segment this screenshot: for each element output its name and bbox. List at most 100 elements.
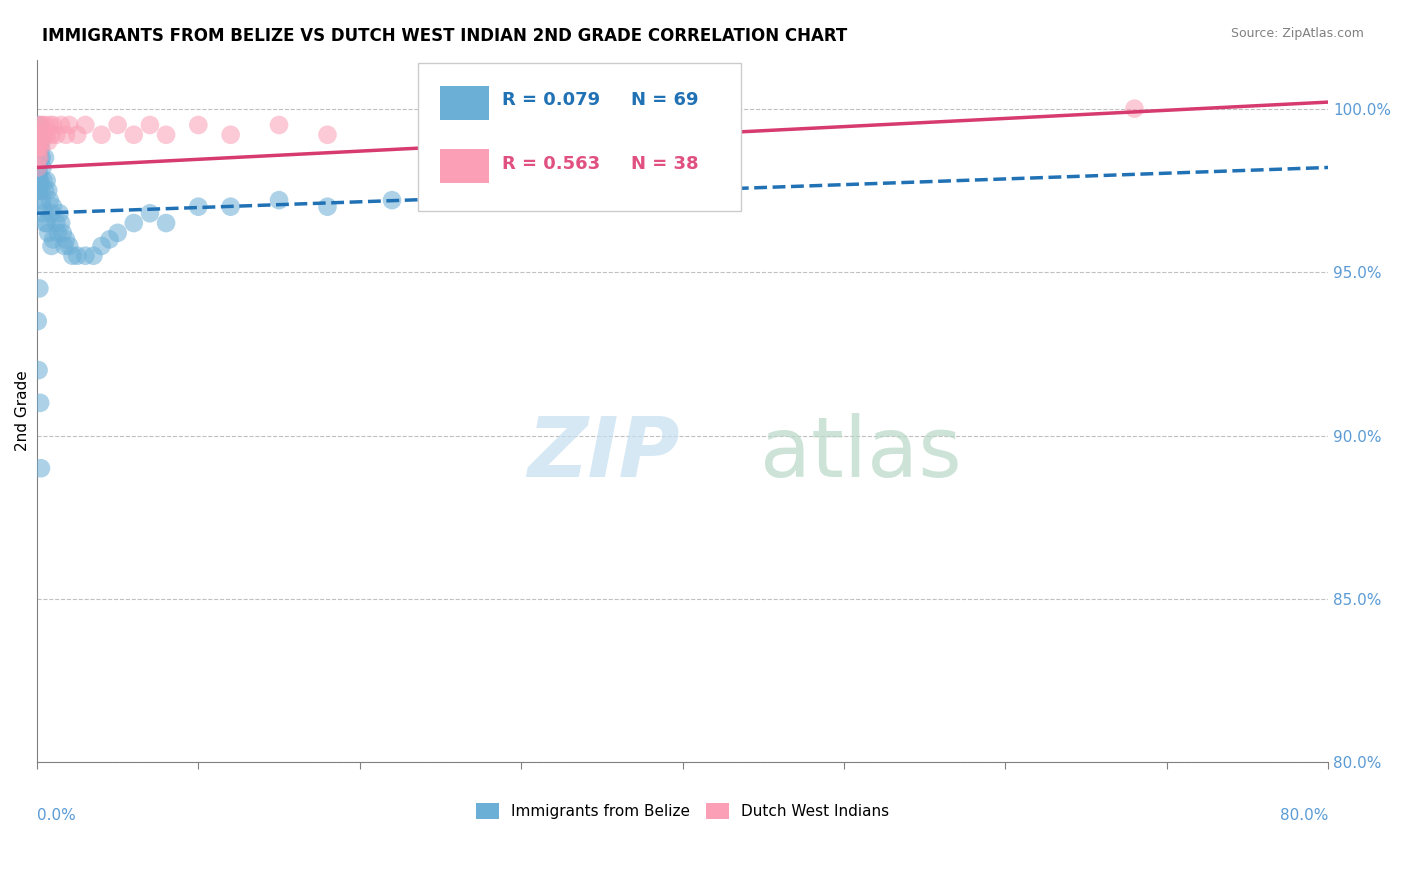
Text: Source: ZipAtlas.com: Source: ZipAtlas.com	[1230, 27, 1364, 40]
Point	[35, 173, 58, 187]
Point	[107, 226, 129, 240]
Point	[122, 128, 145, 142]
Point	[1123, 102, 1146, 116]
Point	[31, 161, 53, 175]
Point	[28, 151, 51, 165]
Point	[267, 193, 290, 207]
Point	[28, 134, 51, 148]
Point	[31, 151, 53, 165]
Point	[155, 128, 177, 142]
Point	[27, 363, 49, 377]
Point	[32, 128, 55, 142]
Point	[42, 200, 65, 214]
Text: 80.0%: 80.0%	[1279, 808, 1329, 823]
Point	[31, 200, 53, 214]
Point	[27, 167, 49, 181]
Point	[27, 161, 49, 175]
Legend: Immigrants from Belize, Dutch West Indians: Immigrants from Belize, Dutch West India…	[470, 797, 896, 825]
Point	[66, 249, 89, 263]
Point	[38, 193, 60, 207]
Point	[30, 151, 52, 165]
Point	[31, 118, 53, 132]
Point	[30, 183, 52, 197]
Point	[35, 216, 58, 230]
Point	[122, 216, 145, 230]
Point	[27, 183, 49, 197]
Point	[28, 173, 51, 187]
Point	[30, 461, 52, 475]
Point	[52, 226, 75, 240]
Point	[90, 128, 112, 142]
Point	[219, 128, 242, 142]
Point	[37, 226, 59, 240]
Point	[41, 206, 63, 220]
Point	[27, 128, 49, 142]
Point	[27, 141, 49, 155]
Point	[155, 216, 177, 230]
Point	[30, 118, 52, 132]
Point	[316, 200, 339, 214]
Point	[30, 173, 52, 187]
Point	[27, 314, 49, 328]
Point	[28, 128, 51, 142]
Point	[53, 239, 76, 253]
Point	[27, 134, 49, 148]
Text: N = 69: N = 69	[631, 91, 699, 110]
Point	[27, 167, 49, 181]
Point	[31, 134, 53, 148]
Point	[429, 118, 451, 132]
Point	[37, 134, 59, 148]
Point	[219, 200, 242, 214]
Point	[27, 173, 49, 187]
Text: R = 0.563: R = 0.563	[502, 154, 600, 173]
Point	[32, 206, 55, 220]
Point	[41, 239, 63, 253]
Point	[27, 141, 49, 155]
Point	[381, 193, 404, 207]
Point	[82, 249, 104, 263]
Point	[32, 173, 55, 187]
Point	[187, 200, 209, 214]
Point	[27, 161, 49, 175]
Point	[27, 151, 49, 165]
Point	[49, 216, 72, 230]
Point	[75, 249, 97, 263]
Point	[30, 141, 52, 155]
Text: atlas: atlas	[761, 413, 962, 493]
Y-axis label: 2nd Grade: 2nd Grade	[15, 371, 30, 451]
Point	[31, 193, 53, 207]
Point	[27, 134, 49, 148]
Point	[30, 141, 52, 155]
Point	[41, 128, 63, 142]
Point	[139, 118, 162, 132]
Point	[187, 118, 209, 132]
Point	[45, 216, 67, 230]
Point	[58, 239, 80, 253]
Point	[27, 151, 49, 165]
Point	[28, 134, 51, 148]
Point	[27, 134, 49, 148]
Point	[62, 249, 84, 263]
Text: IMMIGRANTS FROM BELIZE VS DUTCH WEST INDIAN 2ND GRADE CORRELATION CHART: IMMIGRANTS FROM BELIZE VS DUTCH WEST IND…	[42, 27, 848, 45]
Point	[34, 118, 56, 132]
Point	[98, 232, 121, 246]
Point	[267, 118, 290, 132]
Point	[27, 141, 49, 155]
Point	[28, 281, 51, 295]
Point	[316, 128, 339, 142]
Point	[34, 151, 56, 165]
Point	[139, 206, 162, 220]
Point	[48, 206, 70, 220]
Bar	[440, 149, 489, 183]
Point	[90, 239, 112, 253]
Point	[461, 183, 484, 197]
Text: N = 38: N = 38	[631, 154, 699, 173]
Point	[27, 128, 49, 142]
Point	[55, 232, 77, 246]
Point	[30, 128, 52, 142]
Point	[75, 118, 97, 132]
Point	[58, 118, 80, 132]
Text: R = 0.079: R = 0.079	[502, 91, 600, 110]
Point	[30, 396, 52, 410]
Point	[28, 161, 51, 175]
